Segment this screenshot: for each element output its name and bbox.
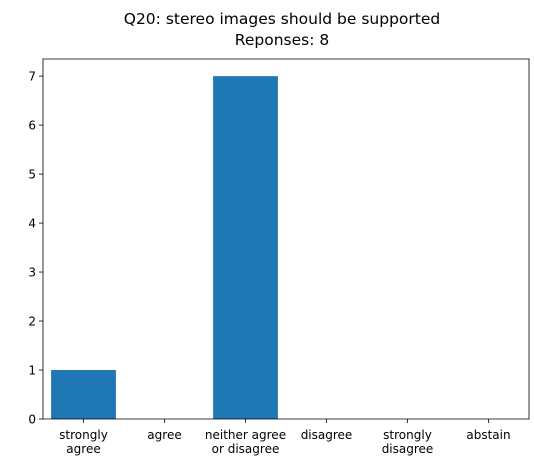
x-tick-label-0-line-1: agree <box>66 442 100 456</box>
x-tick-label-2-line-1: or disagree <box>212 442 280 456</box>
y-tick-label-2: 2 <box>28 314 36 328</box>
x-tick-label-2-line-0: neither agree <box>205 428 286 442</box>
chart-subtitle: Reponses: 8 <box>235 31 329 49</box>
y-tick-label-7: 7 <box>28 69 36 83</box>
chart-title: Q20: stereo images should be supported <box>124 10 441 28</box>
x-tick-label-4-line-0: strongly <box>383 428 432 442</box>
x-tick-label-1: agree <box>147 428 181 442</box>
x-tick-label-3: disagree <box>301 428 353 442</box>
y-tick-label-1: 1 <box>28 363 36 377</box>
x-tick-label-0-line-0: strongly <box>59 428 108 442</box>
x-tick-label-4-line-1: disagree <box>382 442 434 456</box>
x-tick-label-5: abstain <box>466 428 510 442</box>
axes-group <box>43 59 529 419</box>
bars-group <box>51 76 278 419</box>
y-tick-label-6: 6 <box>28 118 36 132</box>
y-axis-ticks: 0 1 2 3 4 5 6 7 <box>28 69 43 426</box>
y-tick-label-4: 4 <box>28 216 36 230</box>
y-tick-label-3: 3 <box>28 265 36 279</box>
y-tick-label-5: 5 <box>28 167 36 181</box>
y-tick-label-0: 0 <box>28 412 36 426</box>
bar-0 <box>51 370 116 419</box>
bar-2 <box>213 76 278 419</box>
